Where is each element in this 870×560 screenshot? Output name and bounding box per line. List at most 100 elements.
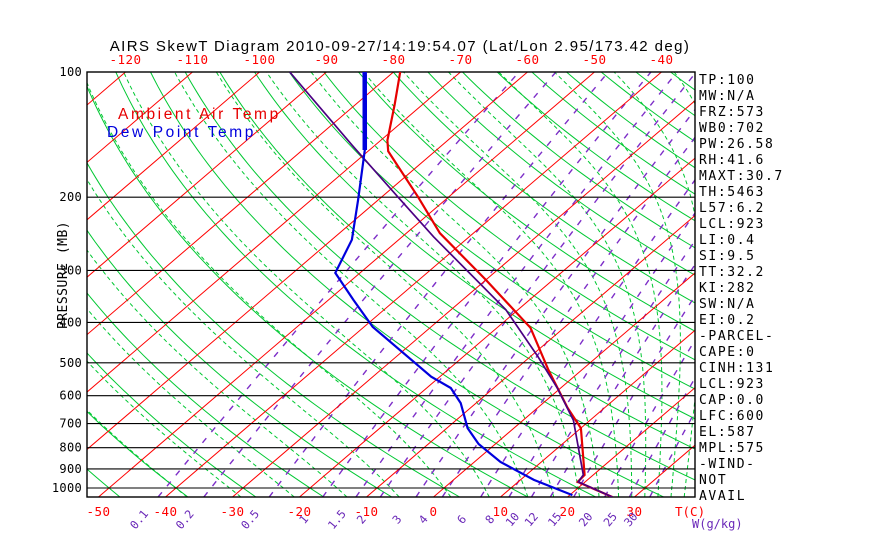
bottom-axis-tick: -30 — [220, 504, 244, 519]
mixing-ratio-line — [549, 263, 695, 497]
isotherm-line — [87, 72, 260, 221]
mixing-ratio-tick: 4 — [416, 512, 431, 526]
top-axis-tick: -60 — [515, 52, 539, 67]
isotherm-line — [165, 72, 662, 497]
pressure-tick: 800 — [59, 441, 82, 455]
stat-line: CAP:0.0 — [699, 393, 765, 408]
stat-line: TP:100 — [699, 73, 756, 88]
top-axis-tick: -80 — [381, 52, 405, 67]
isotherm-line — [0, 72, 59, 497]
mixing-ratio-line — [415, 108, 695, 497]
stat-line: -PARCEL- — [699, 329, 774, 344]
stat-line: SW:N/A — [699, 297, 756, 312]
moist-adiabat-line — [553, 72, 681, 497]
isotherm-line — [87, 72, 193, 164]
bottom-axis-tick: -50 — [86, 504, 110, 519]
dry-adiabat-line — [87, 352, 257, 497]
mixing-ratio-line — [268, 72, 609, 497]
isotherm-line — [366, 214, 695, 497]
mixing-ratio-line — [157, 72, 520, 497]
stat-line: -WIND- — [699, 457, 756, 472]
bottom-axis-tick: -20 — [287, 504, 311, 519]
stat-line: LCL:923 — [699, 377, 765, 392]
pressure-tick: 500 — [59, 356, 82, 370]
stat-line: MPL:575 — [699, 441, 765, 456]
stat-line: SI:9.5 — [699, 249, 756, 264]
dry-adiabat-line — [288, 72, 695, 390]
axis-tick-labels: -120 -110 -100 -90 -80 -70 -60 -50 -40-50 -40 -30-… — [52, 52, 673, 532]
stat-line: CINH:131 — [699, 361, 774, 376]
pressure-tick: 1000 — [52, 481, 82, 495]
chart-title: AIRS SkewT Diagram 2010-09-27/14:19:54.0… — [110, 38, 691, 55]
moist-adiabat-line — [87, 81, 452, 497]
isotherm-line — [87, 72, 394, 336]
isotherm-line — [433, 272, 695, 497]
top-axis-tick: -120 — [109, 52, 141, 67]
pressure-tick: 700 — [59, 417, 82, 431]
mixing-ratio-tick: 6 — [454, 512, 469, 526]
stat-line: LCL:923 — [699, 217, 765, 232]
dry-adiabat-line — [150, 72, 664, 497]
dry-adiabat-line — [531, 72, 695, 195]
stat-line: PW:26.58 — [699, 137, 774, 152]
dry-adiabat-line — [254, 72, 695, 420]
legend-dew-point-temp: Dew Point Temp — [107, 124, 256, 141]
moist-adiabat-line — [215, 72, 555, 497]
mixing-ratio-tick: 0.1 — [127, 507, 151, 532]
dry-adiabat-line — [87, 229, 393, 497]
mixing-ratio-tick: 12 — [521, 510, 541, 530]
moist-adiabat-line — [265, 72, 581, 497]
bottom-axis-tick: 20 — [559, 504, 575, 519]
ambient-temp-curve — [386, 72, 613, 497]
mixing-ratio-line — [441, 136, 695, 497]
dry-adiabat-line — [427, 72, 695, 276]
background-grid — [0, 72, 695, 497]
stat-line: L57:6.2 — [699, 201, 765, 216]
moist-adiabat-line — [363, 72, 620, 497]
dry-adiabat-line — [87, 161, 460, 497]
pressure-tick: 100 — [59, 65, 82, 79]
stat-line: TT:32.2 — [699, 265, 765, 280]
stat-line: MW:N/A — [699, 89, 756, 104]
mixing-ratio-line — [379, 72, 695, 497]
moist-adiabat-line — [403, 72, 633, 497]
dew-point-curve — [334, 72, 573, 497]
stat-line: AVAIL — [699, 489, 746, 504]
moist-adiabat-line — [310, 72, 600, 497]
top-axis-tick: -50 — [582, 52, 606, 67]
top-axis-tick: -100 — [243, 52, 275, 67]
dry-adiabat-line — [184, 72, 695, 481]
stat-line: TH:5463 — [699, 185, 765, 200]
stat-line: RH:41.6 — [699, 153, 765, 168]
stat-line: CAPE:0 — [699, 345, 756, 360]
top-axis-tick: -70 — [448, 52, 472, 67]
mixing-ratio-tick: 25 — [600, 510, 620, 530]
mixing-ratio-line — [355, 72, 678, 497]
stat-line: WB0:702 — [699, 121, 765, 136]
stat-line: KI:282 — [699, 281, 756, 296]
isotherm-line — [87, 72, 327, 278]
pressure-tick: 300 — [59, 264, 82, 278]
stat-line: NOT — [699, 473, 727, 488]
dry-adiabat-line — [566, 72, 695, 169]
moist-adiabat-line — [87, 249, 348, 497]
moist-adiabat-line — [498, 72, 663, 497]
pressure-tick: 200 — [59, 190, 82, 204]
bottom-axis-tick: -10 — [354, 504, 378, 519]
pressure-tick: 600 — [59, 389, 82, 403]
moist-adiabat-line — [174, 72, 529, 497]
dry-adiabat-line — [87, 410, 189, 497]
top-axis-tick: -110 — [176, 52, 208, 67]
isotherm-line — [98, 72, 595, 497]
top-axis-tick: -40 — [649, 52, 673, 67]
pressure-tick: 900 — [59, 462, 82, 476]
mixing-ratio-tick: 15 — [545, 510, 565, 530]
moist-adiabat-line — [123, 72, 490, 497]
top-axis-tick: -90 — [314, 52, 338, 67]
stat-line: MAXT:30.7 — [699, 169, 784, 184]
mixing-ratio-line — [508, 211, 695, 497]
moist-adiabat-line — [87, 178, 400, 497]
mixing-axis-label: W(g/kg) — [692, 517, 743, 531]
